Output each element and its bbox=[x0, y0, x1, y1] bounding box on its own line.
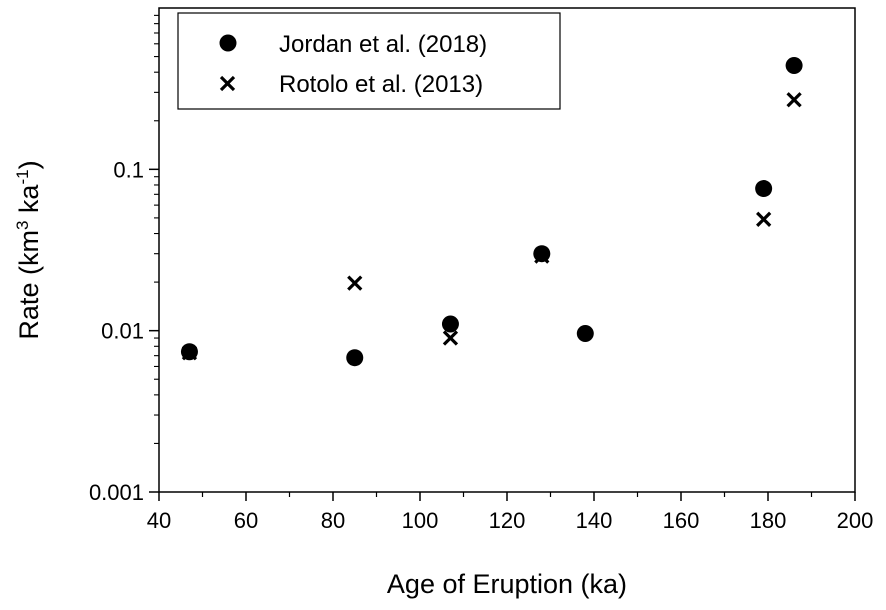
x-tick-label: 100 bbox=[402, 508, 439, 533]
y-tick-label: 0.1 bbox=[113, 157, 144, 182]
legend-label-rotolo: Rotolo et al. (2013) bbox=[279, 71, 483, 98]
data-point-circle bbox=[755, 180, 773, 198]
x-tick-label: 180 bbox=[750, 508, 787, 533]
x-tick-label: 80 bbox=[321, 508, 345, 533]
x-tick-label: 40 bbox=[147, 508, 171, 533]
legend: Jordan et al. (2018) Rotolo et al. (2013… bbox=[177, 12, 561, 110]
data-point-x bbox=[786, 92, 802, 108]
y-tick-label: 0.01 bbox=[101, 319, 144, 344]
data-point-circle bbox=[576, 325, 594, 343]
x-tick-label: 200 bbox=[837, 508, 874, 533]
data-points bbox=[180, 57, 803, 367]
axis-ticks bbox=[149, 14, 856, 501]
data-point-circle bbox=[346, 349, 364, 367]
data-point-circle bbox=[533, 245, 551, 263]
y-tick-label: 0.001 bbox=[89, 480, 144, 505]
y-axis-title-main: Rate (km bbox=[14, 230, 44, 340]
y-axis-title-close: ) bbox=[14, 160, 44, 169]
data-point-circle bbox=[785, 57, 803, 75]
y-axis-title-sup-3: 3 bbox=[13, 221, 32, 230]
x-tick-label: 140 bbox=[576, 508, 613, 533]
data-point-x bbox=[442, 330, 459, 346]
data-point-x bbox=[347, 275, 363, 291]
y-axis-title-sup-minus1: -1 bbox=[13, 169, 32, 184]
x-tick-label: 60 bbox=[234, 508, 258, 533]
legend-circle-marker bbox=[219, 34, 237, 52]
data-point-x bbox=[181, 345, 198, 361]
legend-x-marker bbox=[219, 75, 236, 92]
legend-label-jordan: Jordan et al. (2018) bbox=[279, 31, 487, 58]
data-point-x bbox=[756, 211, 772, 227]
x-tick-label: 160 bbox=[663, 508, 700, 533]
x-tick-label: 120 bbox=[489, 508, 526, 533]
y-axis-title-unit: ka bbox=[14, 184, 44, 221]
x-axis-title: Age of Eruption (ka) bbox=[387, 569, 627, 599]
axis-tick-labels: 40 60 80 100 120 140 160 180 200 0.001 0.01 0.1 bbox=[89, 157, 873, 533]
y-axis-title: Rate (km3 ka-1) bbox=[13, 160, 44, 339]
data-point-x bbox=[534, 248, 550, 264]
legend-box bbox=[177, 12, 561, 110]
data-point-circle bbox=[441, 315, 459, 333]
